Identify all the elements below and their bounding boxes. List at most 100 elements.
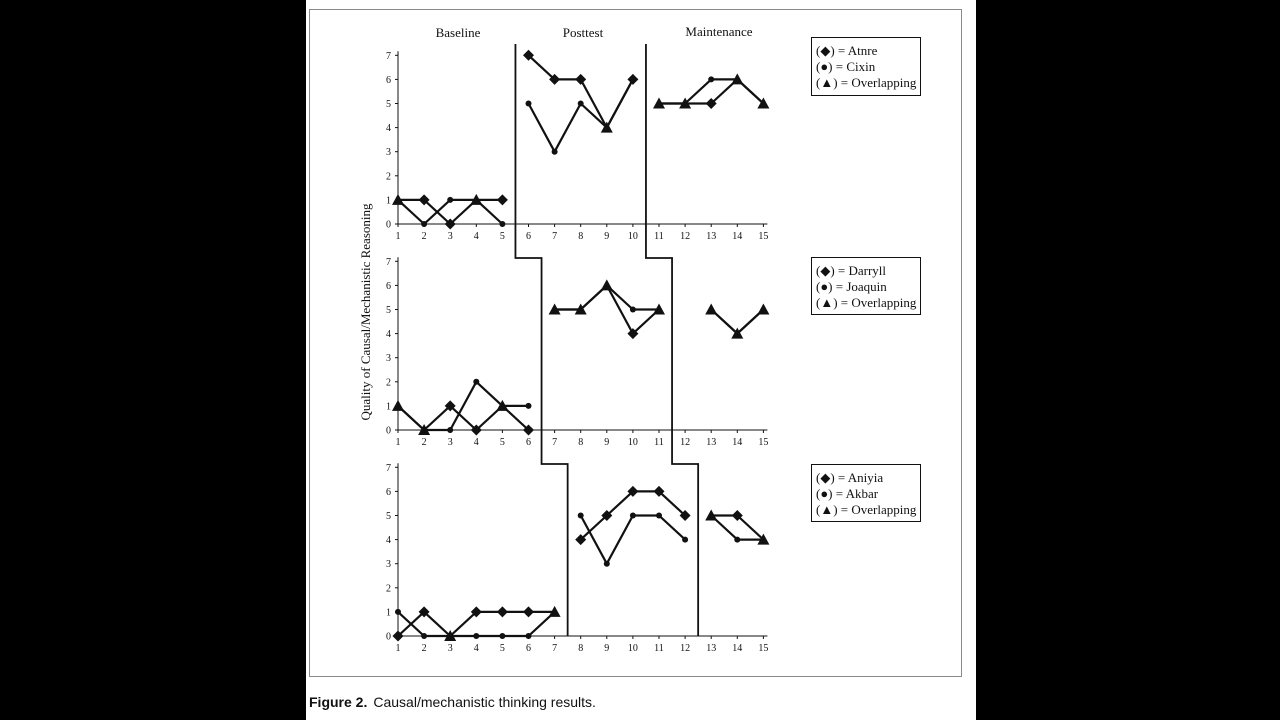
x-tick-label: 3 [448,231,453,242]
x-tick-label: 6 [526,231,531,242]
data-point-overlapping [548,303,561,315]
data-point-overlapping [496,399,509,411]
phase-line-maintenance [645,44,700,636]
x-tick-label: 10 [628,437,638,448]
data-point-darryll [444,400,456,412]
y-tick-label: 7 [386,257,391,268]
series-line-akbar [579,514,686,565]
data-point-cixin [708,76,715,83]
y-tick-label: 3 [386,147,391,158]
data-point-overlapping [600,279,613,291]
data-point-overlapping [444,630,457,641]
x-tick-label: 1 [396,231,401,242]
y-tick-label: 5 [386,99,391,110]
legend-bottom: (◆) = Aniyia(●) = Akbar(▲) = Overlapping [811,464,921,522]
phase-label-maintenance: Maintenance [685,24,752,39]
series-line-darryll [397,404,530,432]
x-tick-label: 6 [526,437,531,448]
data-point-overlapping [757,533,770,545]
x-tick-label: 11 [654,231,664,242]
data-point-cixin [525,100,532,107]
data-point-atnre [496,194,508,206]
data-point-overlapping [731,327,744,339]
x-tick-label: 10 [628,643,638,654]
x-tick-label: 3 [448,437,453,448]
phase-line-posttest [514,44,569,636]
x-tick-label: 13 [706,231,716,242]
x-tick-label: 8 [578,437,583,448]
x-tick-label: 7 [552,437,557,448]
y-tick-label: 6 [386,281,391,292]
data-point-joaquin [473,378,480,385]
data-point-joaquin [447,427,454,433]
legend-box [811,37,921,96]
x-tick-label: 11 [654,643,664,654]
data-point-akbar [421,633,428,639]
data-point-darryll [523,424,534,436]
data-point-overlapping [653,97,665,109]
x-tick-label: 4 [474,643,479,654]
x-tick-label: 5 [500,231,505,242]
data-point-aniyia [653,485,665,497]
data-point-overlapping [418,424,431,435]
x-tick-label: 12 [680,231,690,242]
x-tick-label: 15 [758,231,768,242]
y-tick-label: 7 [386,51,391,62]
x-tick-label: 9 [604,643,609,654]
x-tick-label: 10 [628,231,638,242]
legend-entry-cixin: (●) = Cixin [816,59,876,74]
data-point-cixin [499,221,506,227]
x-tick-label: 11 [654,437,664,448]
x-tick-label: 4 [474,437,479,448]
data-point-aniyia [575,534,587,546]
data-point-overlapping [705,303,718,315]
x-tick-label: 3 [448,643,453,654]
data-point-overlapping [705,509,718,521]
data-point-atnre [549,73,561,85]
legend-box [811,464,921,522]
figure-page: Baseline Posttest Maintenance Quality of… [306,0,976,720]
y-tick-label: 6 [386,75,391,86]
data-point-aniyia [496,606,508,618]
y-tick-label: 3 [386,353,391,364]
data-point-atnre [523,49,534,61]
data-point-overlapping [548,605,561,617]
x-tick-label: 14 [732,231,742,242]
y-tick-label: 4 [386,535,391,546]
data-point-aniyia [627,485,639,497]
y-axis-label: Quality of Causal/Mechanistic Reasoning [358,203,373,420]
y-tick-label: 5 [386,511,391,522]
data-point-overlapping [757,303,770,315]
series-line-cixin [527,78,634,153]
x-tick-label: 7 [552,643,557,654]
data-point-akbar [577,512,584,519]
figure-frame [309,9,962,677]
x-tick-label: 5 [500,643,505,654]
data-point-darryll [627,328,639,340]
figure-caption: Figure 2. Causal/mechanistic thinking res… [309,694,596,710]
data-point-akbar [499,633,506,639]
y-tick-label: 1 [386,401,391,412]
data-point-akbar [682,536,689,543]
x-tick-label: 6 [526,643,531,654]
y-tick-label: 0 [386,632,391,643]
x-tick-label: 4 [474,231,479,242]
data-point-cixin [551,148,558,155]
x-tick-label: 8 [578,231,583,242]
y-tick-label: 1 [386,607,391,618]
legend-entry-atnre: (◆) = Atnre [816,43,878,58]
series-line-joaquin [397,380,529,432]
x-tick-label: 12 [680,643,690,654]
y-tick-label: 2 [386,171,391,182]
data-point-akbar [656,512,662,519]
data-point-akbar [395,608,401,615]
data-point-akbar [734,536,741,543]
x-tick-label: 1 [396,643,401,654]
data-point-akbar [525,633,532,639]
data-point-overlapping [470,193,483,205]
data-point-aniyia [392,630,404,642]
phase-change-lines [514,44,700,636]
y-tick-label: 4 [386,329,391,340]
